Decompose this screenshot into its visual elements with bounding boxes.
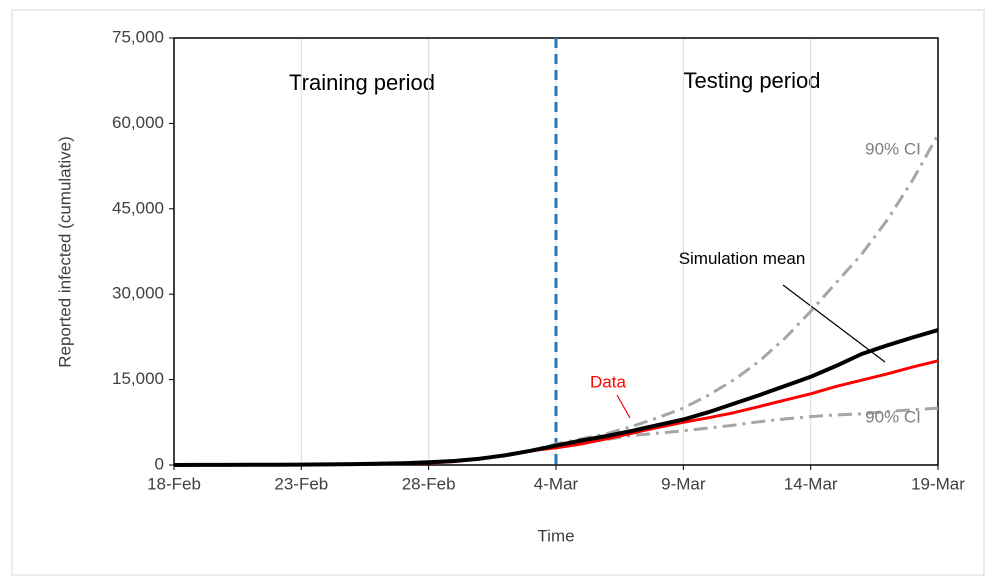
x-axis-label: Time — [537, 526, 574, 545]
series-label: 90% CI — [865, 139, 921, 158]
pointer — [616, 394, 631, 419]
series-label: Data — [590, 372, 626, 391]
y-tick-label: 45,000 — [112, 198, 164, 217]
annotation: Testing period — [684, 68, 821, 93]
frame — [11, 9, 985, 576]
y-tick-label: 60,000 — [112, 113, 164, 132]
x-tick-label: 28-Feb — [402, 474, 456, 493]
series-label: Simulation mean — [678, 249, 806, 268]
annotation: Training period — [289, 70, 435, 95]
x-tick-label: 4-Mar — [534, 474, 579, 493]
y-tick-label: 75,000 — [112, 27, 164, 46]
x-tick-label: 14-Mar — [784, 474, 838, 493]
series-line — [173, 328, 939, 467]
y-axis-label: Reported infected (cumulative) — [55, 136, 74, 368]
x-tick-label: 9-Mar — [661, 474, 706, 493]
x-tick-label: 19-Mar — [911, 474, 965, 493]
y-tick-label: 30,000 — [112, 284, 164, 303]
pointer — [782, 284, 886, 363]
y-tick-label: 15,000 — [112, 369, 164, 388]
y-tick-label: 0 — [155, 454, 164, 473]
x-tick-label: 23-Feb — [274, 474, 328, 493]
series-label: 90% CI — [865, 407, 921, 426]
plot: 0 15,000 30,000 45,000 60,000 75,000 18-Feb 23-… — [112, 27, 965, 493]
x-tick-label: 18-Feb — [147, 474, 201, 493]
